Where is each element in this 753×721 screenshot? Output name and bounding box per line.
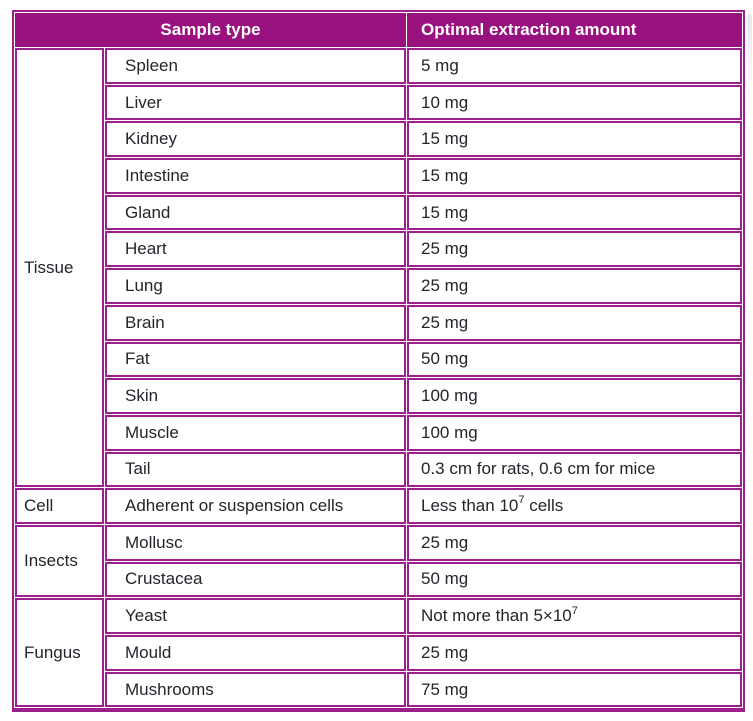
- superscript-exponent: 7: [571, 604, 578, 617]
- sample-extraction-table: Sample type Optimal extraction amount Ti…: [12, 10, 745, 713]
- scrollbar-thumb[interactable]: [747, 14, 752, 102]
- amount-cell: 15 mg: [407, 121, 742, 158]
- amount-cell: 100 mg: [407, 414, 742, 451]
- table-row: Heart 25 mg: [15, 231, 742, 268]
- table-row: Lung 25 mg: [15, 268, 742, 304]
- amount-cell: 15 mg: [407, 194, 742, 231]
- table-header-row: Sample type Optimal extraction amount: [15, 13, 742, 47]
- amount-cell: Less than 107 cells: [407, 488, 742, 524]
- table-row: Liver 10 mg: [15, 84, 742, 121]
- amount-cell: 25 mg: [407, 268, 742, 304]
- sample-cell: Kidney: [105, 121, 406, 158]
- amount-cell: 25 mg: [407, 524, 742, 561]
- amount-cell: 25 mg: [407, 304, 742, 341]
- amount-cell: 100 mg: [407, 378, 742, 414]
- superscript-exponent: 7: [518, 494, 525, 507]
- header-sample-type: Sample type: [15, 13, 406, 47]
- table-row: Gland 15 mg: [15, 194, 742, 231]
- amount-cell: 0.3 cm for rats, 0.6 cm for mice: [407, 451, 742, 488]
- sample-cell: Liver: [105, 84, 406, 121]
- sample-cell: Tail: [105, 451, 406, 488]
- amount-cell: 10 mg: [407, 84, 742, 121]
- category-cell-fungus: Fungus: [15, 598, 104, 708]
- sample-cell: Gland: [105, 194, 406, 231]
- table-row: Kidney 15 mg: [15, 121, 742, 158]
- sample-cell: Fat: [105, 341, 406, 378]
- sample-cell: Lung: [105, 268, 406, 304]
- sample-cell: Mollusc: [105, 524, 406, 561]
- table-row: Cell Adherent or suspension cells Less t…: [15, 488, 742, 524]
- amount-cell: 5 mg: [407, 48, 742, 84]
- amount-cell: 75 mg: [407, 671, 742, 708]
- table-row: Intestine 15 mg: [15, 158, 742, 194]
- sample-cell: Heart: [105, 231, 406, 268]
- sample-cell: Yeast: [105, 598, 406, 634]
- amount-cell: 15 mg: [407, 158, 742, 194]
- table-row: Mould 25 mg: [15, 635, 742, 671]
- table-row: Fungus Yeast Not more than 5×107: [15, 598, 742, 708]
- sample-cell: Adherent or suspension cells: [105, 488, 406, 524]
- amount-text: Not more than 5×10: [421, 606, 572, 626]
- amount-text: cells: [524, 496, 564, 516]
- table-row: Muscle 100 mg: [15, 414, 742, 451]
- table-row: Mushrooms 75 mg: [15, 671, 742, 708]
- sample-cell: Intestine: [105, 158, 406, 194]
- sample-cell: Mould: [105, 635, 406, 671]
- table-row: Fat 50 mg: [15, 341, 742, 378]
- table-row: Tail 0.3 cm for rats, 0.6 cm for mice: [15, 451, 742, 488]
- sample-cell: Spleen: [105, 48, 406, 84]
- sample-cell: Muscle: [105, 414, 406, 451]
- amount-text: Less than 10: [421, 496, 519, 516]
- amount-cell: 50 mg: [407, 561, 742, 598]
- amount-cell: Not more than 5×107: [407, 598, 742, 634]
- table-row: Skin 100 mg: [15, 378, 742, 414]
- header-optimal-amount: Optimal extraction amount: [407, 13, 742, 47]
- amount-cell: 25 mg: [407, 635, 742, 671]
- table-row: Tissue Spleen 5 mg: [15, 48, 742, 488]
- table-row: Crustacea 50 mg: [15, 561, 742, 598]
- category-cell-insects: Insects: [15, 524, 104, 598]
- table-row: Brain 25 mg: [15, 304, 742, 341]
- category-cell-cell: Cell: [15, 488, 104, 524]
- amount-cell: 50 mg: [407, 341, 742, 378]
- sample-cell: Brain: [105, 304, 406, 341]
- sample-cell: Mushrooms: [105, 671, 406, 708]
- category-cell-tissue: Tissue: [15, 48, 104, 488]
- sample-cell: Skin: [105, 378, 406, 414]
- amount-cell: 25 mg: [407, 231, 742, 268]
- sample-cell: Crustacea: [105, 561, 406, 598]
- table-row: Insects Mollusc 25 mg: [15, 524, 742, 598]
